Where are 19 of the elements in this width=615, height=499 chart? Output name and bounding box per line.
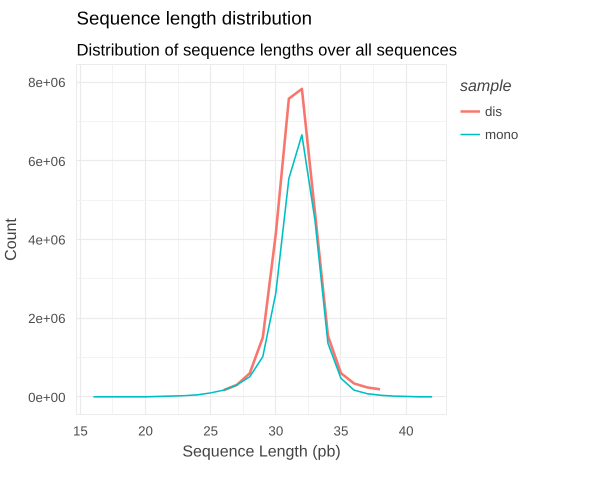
y-tick-label: 8e+06 [28, 75, 66, 90]
legend-title: sample [460, 78, 513, 96]
x-tick-label: 25 [203, 424, 218, 438]
x-tick-label: 40 [398, 424, 414, 438]
legend-label: dis [485, 104, 502, 118]
y-tick-label: 6e+06 [28, 154, 66, 169]
x-tick-label: 30 [268, 424, 284, 438]
y-tick-label: 4e+06 [28, 232, 66, 248]
x-axis-title: Sequence Length (pb) [182, 444, 341, 460]
y-axis-title: Count [3, 218, 20, 261]
x-tick-label: 15 [72, 424, 88, 438]
legend-label: mono [485, 126, 518, 142]
x-tick-label: 20 [138, 424, 153, 438]
line-series [92, 134, 433, 398]
y-tick-label: 2e+06 [28, 311, 66, 326]
y-tick-label: 0e+00 [28, 390, 66, 405]
x-tick-label: 35 [334, 424, 348, 438]
chart-subtitle: Distribution of sequence lengths over all sequences [76, 40, 458, 60]
chart-title: Sequence length distribution [76, 8, 312, 28]
